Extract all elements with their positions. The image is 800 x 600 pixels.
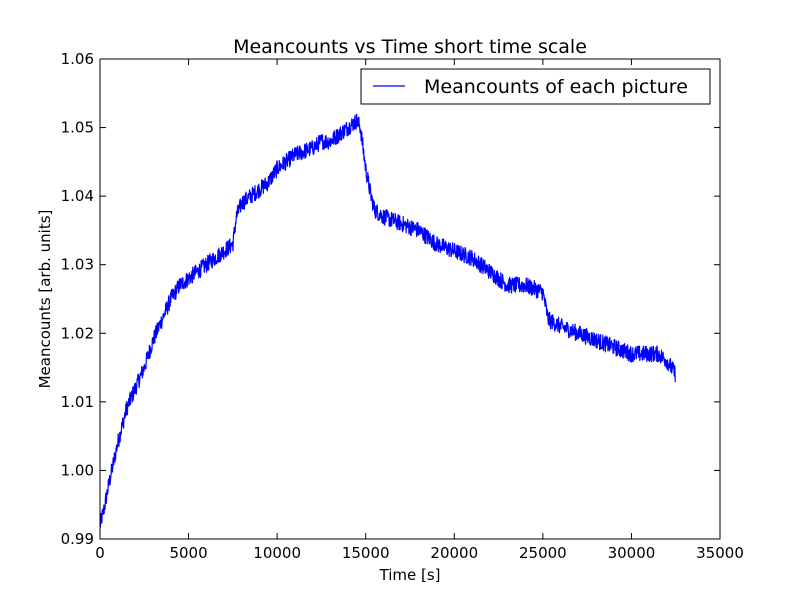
plot-area: [99, 58, 721, 540]
x-tick-label: 20000: [430, 544, 478, 562]
legend: Meancounts of each picture: [360, 68, 711, 105]
series-line-meancounts: [100, 113, 677, 528]
y-tick-label: 1.04: [61, 187, 94, 205]
y-tick-label: 1.06: [61, 50, 94, 68]
x-axis: 0 5000 10000 15000 20000 25000 30000 35000: [95, 59, 744, 562]
x-tick-label: 25000: [519, 544, 567, 562]
y-axis: 0.99 1.00 1.01 1.02 1.03 1.04 1.05 1.06: [61, 50, 720, 548]
legend-box: [360, 68, 711, 105]
y-tick-label: 1.00: [61, 461, 94, 479]
y-tick-label: 1.02: [61, 324, 94, 342]
plot-frame: [99, 58, 721, 540]
x-tick-label: 10000: [253, 544, 301, 562]
x-tick-label: 15000: [342, 544, 390, 562]
y-tick-label: 1.01: [61, 393, 94, 411]
y-tick-label: 0.99: [61, 530, 94, 548]
x-tick-label: 0: [95, 544, 105, 562]
x-tick-label: 30000: [608, 544, 656, 562]
chart-title: Meancounts vs Time short time scale: [233, 36, 587, 58]
x-tick-label: 35000: [696, 544, 744, 562]
x-tick-label: 5000: [169, 544, 207, 562]
y-tick-label: 1.05: [61, 119, 94, 137]
x-axis-label: Time [s]: [379, 566, 441, 584]
y-axis-label: Meancounts [arb. units]: [36, 210, 54, 389]
legend-label: Meancounts of each picture: [424, 76, 688, 98]
y-tick-label: 1.03: [61, 256, 94, 274]
